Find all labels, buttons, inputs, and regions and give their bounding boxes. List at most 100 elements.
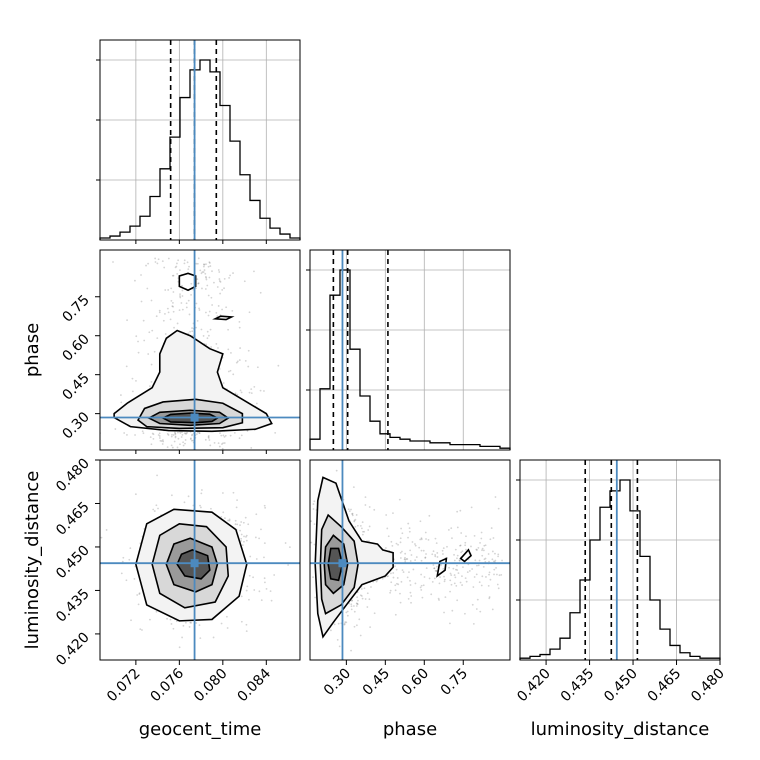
sample-point	[409, 584, 412, 586]
sample-point	[156, 474, 158, 477]
sample-point	[310, 541, 313, 544]
sample-point	[172, 274, 175, 277]
contour-line-1	[151, 522, 230, 609]
sample-point	[202, 335, 205, 337]
sample-point	[183, 262, 186, 265]
sample-point	[459, 581, 462, 584]
sample-point	[185, 432, 187, 435]
sample-point	[176, 322, 179, 325]
y-axis-label-luminosity_distance: luminosity_distance	[22, 471, 43, 650]
sample-point	[394, 584, 397, 587]
sample-point	[456, 564, 458, 567]
sample-point	[346, 610, 349, 613]
sample-point	[227, 328, 229, 331]
sample-point	[478, 559, 481, 562]
sample-point	[224, 517, 226, 520]
sample-point	[184, 442, 186, 445]
axes-frame	[99, 459, 301, 661]
sample-point	[398, 498, 401, 501]
sample-point	[274, 431, 277, 434]
sample-point	[355, 514, 358, 516]
sample-point	[234, 519, 237, 522]
sample-point	[404, 552, 407, 555]
sample-point	[420, 537, 423, 540]
sample-point	[494, 552, 496, 555]
sample-point	[408, 571, 410, 574]
sample-point	[399, 601, 402, 604]
sample-point	[255, 402, 258, 405]
sample-point	[199, 504, 201, 507]
sample-point	[174, 266, 177, 269]
sample-point	[147, 353, 150, 355]
sample-point	[156, 262, 159, 265]
sample-point	[465, 548, 467, 551]
sample-point	[245, 623, 248, 626]
sample-point	[137, 340, 139, 343]
sample-point	[466, 571, 469, 574]
sample-point	[367, 529, 370, 531]
sample-point	[428, 514, 431, 517]
sample-point	[247, 365, 250, 368]
sample-point	[294, 610, 296, 612]
sample-point	[178, 646, 181, 649]
sample-point	[149, 436, 152, 439]
sample-point	[442, 568, 445, 570]
sample-point	[360, 595, 363, 597]
sample-point	[392, 572, 395, 574]
panel-content	[100, 250, 300, 450]
sample-point	[245, 539, 248, 542]
sample-point	[364, 504, 367, 506]
sample-point	[172, 627, 175, 630]
sample-point	[443, 580, 446, 583]
sample-point	[216, 315, 219, 317]
sample-point	[179, 296, 182, 299]
sample-point	[220, 622, 223, 625]
sample-point	[159, 439, 162, 442]
sample-point	[490, 527, 493, 529]
sample-point	[177, 437, 180, 440]
sample-point	[239, 347, 242, 349]
x-axis-label-luminosity_distance: luminosity_distance	[531, 719, 710, 740]
x-axis-label-phase: phase	[383, 719, 437, 740]
sample-point	[489, 538, 492, 541]
sample-point	[166, 446, 169, 449]
sample-point	[496, 573, 498, 576]
sample-point	[174, 432, 177, 435]
sample-point	[405, 558, 408, 560]
sample-point	[195, 433, 198, 436]
sample-point	[181, 636, 183, 639]
sample-point	[459, 509, 462, 512]
sample-point	[185, 306, 188, 309]
sample-point	[386, 575, 389, 578]
sample-point	[138, 592, 141, 595]
sample-point	[223, 442, 226, 444]
sample-point	[450, 583, 453, 586]
sample-point	[184, 621, 187, 624]
sample-point	[475, 573, 478, 576]
sample-point	[338, 645, 341, 648]
sample-point	[167, 289, 170, 291]
sample-point	[228, 518, 231, 521]
sample-point	[195, 326, 197, 329]
sample-point	[488, 573, 490, 576]
sample-point	[183, 432, 186, 435]
sample-point	[245, 535, 247, 538]
sample-point	[420, 559, 423, 562]
sample-point	[247, 349, 250, 352]
sample-point	[312, 508, 315, 510]
sample-point	[390, 581, 393, 584]
truth-marker	[190, 559, 199, 568]
sample-point	[427, 538, 430, 541]
sample-point	[465, 535, 467, 538]
sample-point	[198, 624, 201, 627]
sample-point	[395, 542, 398, 545]
sample-point	[442, 553, 444, 555]
sample-point	[364, 598, 367, 600]
sample-point	[197, 257, 200, 260]
sample-point	[166, 307, 169, 310]
sample-point	[222, 434, 225, 437]
sample-point	[470, 506, 473, 509]
sample-point	[162, 439, 164, 441]
sample-point	[221, 443, 223, 445]
sample-point	[419, 586, 422, 589]
